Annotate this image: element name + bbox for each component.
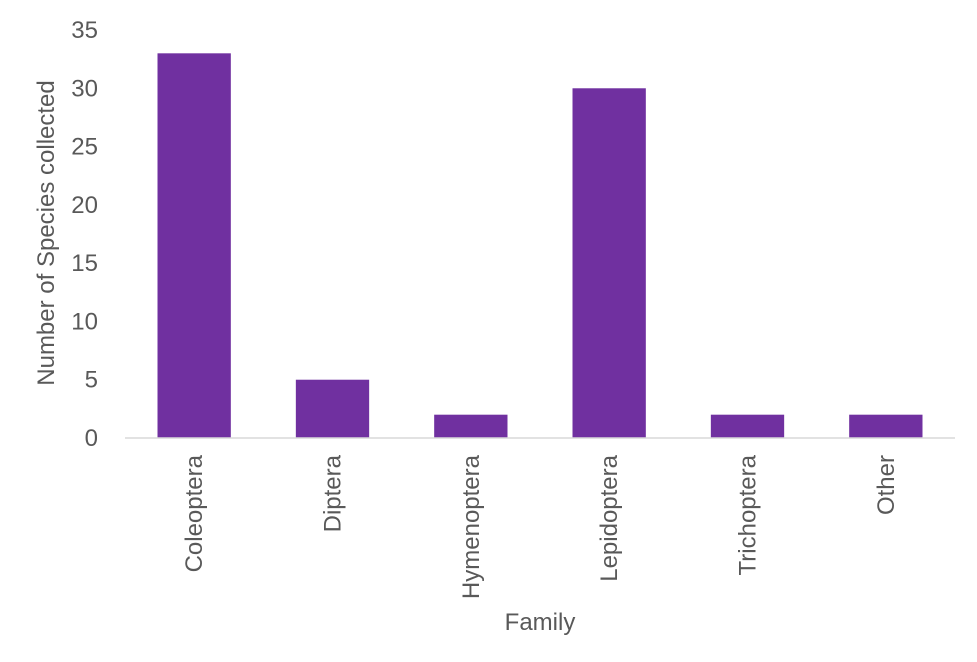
y-axis-ticks: 0 5 10 15 20 25 30 35 [71, 17, 98, 452]
y-tick-label: 0 [85, 425, 98, 452]
x-axis-title: Family [505, 609, 576, 636]
y-tick-label: 10 [71, 308, 98, 335]
x-tick-label: Diptera [320, 454, 347, 532]
x-tick-label: Other [873, 455, 900, 515]
bar-diptera [295, 379, 370, 438]
y-axis-title: Number of Species collected [33, 80, 60, 385]
x-axis-ticks: Coleoptera Diptera Hymenoptera Lepidoptera T… [181, 454, 900, 599]
bar-lepidoptera [572, 88, 646, 439]
y-tick-label: 30 [71, 75, 98, 102]
y-tick-label: 25 [71, 134, 98, 161]
bars [157, 53, 923, 439]
bar-trichoptera [710, 414, 785, 438]
x-tick-label: Coleoptera [181, 454, 208, 572]
bar-other [849, 414, 923, 438]
bar-hymenoptera [434, 414, 508, 438]
x-tick-label: Trichoptera [735, 454, 762, 575]
x-tick-label: Lepidoptera [596, 454, 623, 581]
y-tick-label: 15 [71, 250, 98, 277]
x-tick-label: Hymenoptera [458, 454, 485, 599]
y-tick-label: 5 [85, 367, 98, 394]
y-tick-label: 35 [71, 17, 98, 44]
y-tick-label: 20 [71, 192, 98, 219]
bar-coleoptera [157, 53, 231, 439]
